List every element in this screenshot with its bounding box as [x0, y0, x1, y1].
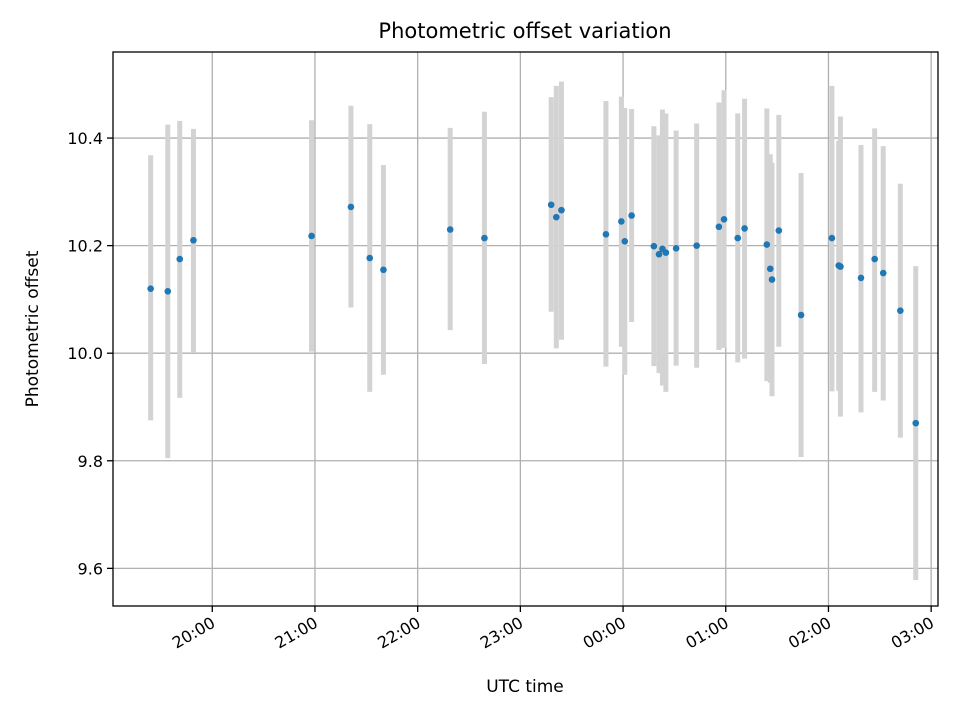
- data-point: [147, 285, 154, 292]
- data-point: [837, 263, 844, 270]
- y-tick-label: 10.4: [67, 129, 103, 148]
- data-point: [655, 250, 663, 258]
- data-point: [547, 201, 555, 209]
- data-point: [618, 218, 625, 225]
- data-point: [446, 226, 454, 233]
- data-point: [366, 254, 374, 262]
- plot-frame: [112, 51, 939, 607]
- y-axis-label: Photometric offset: [23, 250, 43, 407]
- marker-layer: [147, 201, 920, 427]
- data-point: [628, 212, 635, 219]
- data-point: [828, 234, 836, 242]
- data-point: [662, 249, 670, 256]
- data-point: [763, 241, 771, 248]
- data-point: [857, 274, 865, 282]
- data-point: [797, 311, 805, 319]
- data-point: [558, 206, 565, 214]
- data-point: [879, 269, 887, 277]
- data-point: [766, 265, 774, 273]
- data-point: [897, 307, 904, 315]
- data-point: [481, 234, 488, 242]
- y-tick-label: 10.2: [67, 237, 103, 256]
- data-point: [715, 223, 723, 231]
- data-point: [672, 245, 680, 252]
- data-point: [720, 215, 728, 223]
- data-point: [650, 242, 658, 250]
- chart-title: Photometric offset variation: [378, 19, 671, 43]
- data-point: [621, 238, 629, 245]
- data-point: [741, 225, 748, 232]
- data-point: [308, 232, 315, 240]
- x-axis-label: UTC time: [486, 677, 564, 697]
- data-point: [164, 288, 172, 295]
- data-point: [380, 266, 387, 274]
- data-point: [768, 276, 776, 283]
- data-point: [693, 242, 700, 249]
- data-point: [602, 231, 610, 238]
- data-point: [190, 236, 197, 244]
- data-point: [912, 419, 920, 427]
- data-point: [775, 227, 783, 234]
- data-point: [347, 203, 355, 211]
- y-tick-label: 10.0: [67, 344, 103, 363]
- y-tick-label: 9.8: [78, 452, 103, 471]
- y-axis-ticks: 9.6 9.8 10.0 10.2 10.4: [67, 129, 113, 578]
- y-tick-label: 9.6: [78, 559, 103, 578]
- data-point: [871, 255, 878, 263]
- data-point: [553, 213, 560, 221]
- data-point: [176, 255, 184, 263]
- data-point: [734, 234, 742, 242]
